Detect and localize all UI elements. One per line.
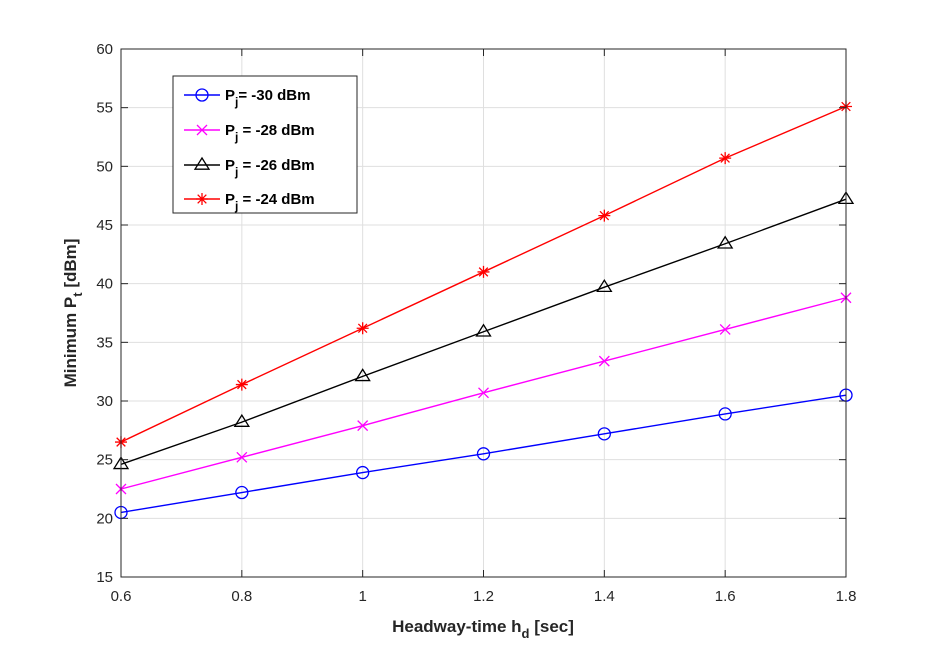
data-point [718,407,732,421]
x-tick-label: 1 [358,588,366,605]
legend-label: Pj= -30 dBm [225,87,310,109]
data-point [356,322,369,335]
y-tick-label: 55 [96,100,113,117]
legend-swatch-marker [193,156,211,170]
legend-item: Pj = -24 dBm [184,191,315,213]
data-point [233,413,251,427]
data-point [354,368,371,382]
legend-item: Pj = -26 dBm [184,156,315,179]
legend-item: Pj= -30 dBm [184,87,310,109]
legend: Pj= -30 dBm Pj = -28 dBm Pj = -26 dBm Pj = … [172,75,358,214]
x-tick-label: 0.6 [111,588,132,605]
data-point [719,323,731,335]
data-point [235,378,248,391]
series-2 [115,292,852,495]
data-point [235,485,249,500]
series-line [120,198,847,466]
y-axis-label: Minimum Pt [dBm] [61,239,85,388]
y-tick-label: 35 [96,334,113,351]
legend-label: Pj = -26 dBm [225,157,315,179]
data-point [356,465,370,480]
data-point [596,278,613,293]
data-point [357,420,369,432]
y-tick-label: 15 [96,569,113,586]
x-tick-label: 1.8 [836,588,857,605]
y-tick-label: 25 [96,452,113,469]
legend-swatch-marker [195,88,209,102]
y-tick-label: 20 [96,510,113,527]
x-axis-label: Headway-time hd [sec] [392,617,574,641]
series-layer [112,100,855,520]
x-tick-label: 1.2 [473,588,494,605]
x-tick-label: 1.4 [594,588,615,605]
legend-item: Pj = -28 dBm [184,122,315,144]
x-tick-label: 0.8 [231,588,252,605]
data-point [476,447,491,461]
data-point [598,355,610,367]
axis-ticks [120,48,847,578]
x-tick-label: 1.6 [715,588,736,605]
series-4 [115,100,852,449]
legend-label: Pj = -24 dBm [225,191,315,213]
y-tick-label: 50 [96,158,113,175]
legend-swatch-marker [196,124,208,136]
data-point [236,451,248,463]
y-tick-label: 60 [96,41,113,58]
y-tick-label: 30 [96,393,113,410]
series-line [120,394,847,514]
data-point [477,265,490,278]
data-point [598,209,611,222]
data-point [716,235,734,249]
legend-swatch-marker [196,193,208,205]
tick-labels: 0.6 0.8 1 1.2 1.4 1.6 1.8 15 20 25 30 35 40 45 50 55 60 [96,41,856,605]
legend-label: Pj = -28 dBm [225,122,315,144]
data-point [478,387,489,399]
data-point [597,427,611,441]
data-point [719,152,732,165]
y-tick-label: 40 [96,276,113,293]
data-point [475,323,492,337]
y-tick-label: 45 [96,217,113,234]
legend-box [172,75,358,214]
